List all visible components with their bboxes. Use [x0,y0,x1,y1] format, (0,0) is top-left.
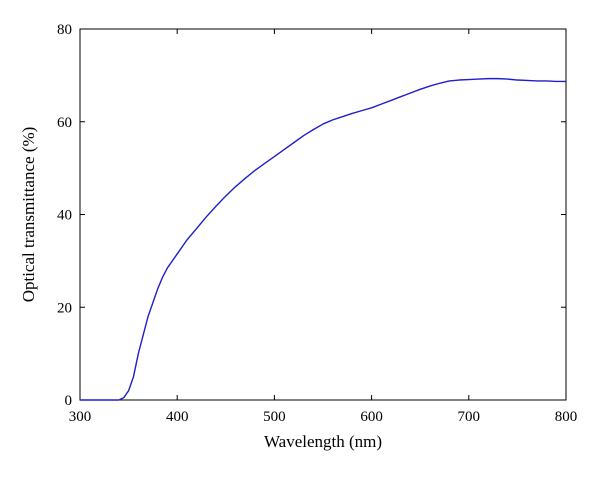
y-tick-label-20: 20 [57,300,72,316]
plot-area [79,28,567,401]
y-tick-label-80: 80 [57,22,72,38]
x-tick-label-400: 400 [166,409,189,425]
x-tick-label-700: 700 [458,409,481,425]
x-tick-label-300: 300 [69,409,92,425]
series-line-0 [80,77,566,401]
x-tick-labels: 300 400 500 600 700 800 [69,409,578,425]
x-tick-label-500: 500 [263,409,286,425]
series-group [80,77,566,401]
y-tick-label-40: 40 [57,208,72,224]
y-tick-label-60: 60 [57,115,72,131]
x-tick-label-800: 800 [555,409,578,425]
y-tick-label-0: 0 [65,393,73,409]
x-axis-label: Wavelength (nm) [264,432,382,451]
y-tick-labels: 0 20 40 60 80 [57,22,72,409]
x-tick-label-600: 600 [360,409,383,425]
y-axis-label: Optical transmittance (%) [19,127,38,303]
